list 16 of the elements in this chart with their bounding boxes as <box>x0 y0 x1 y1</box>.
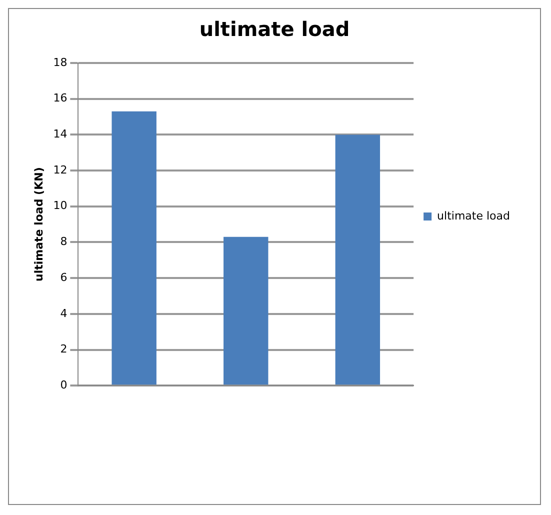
y-tick-label: 12 <box>53 163 68 176</box>
y-tick-label: 14 <box>53 128 68 141</box>
chart-title: ultimate load <box>199 17 350 42</box>
bar <box>224 236 268 385</box>
y-tick-label: 4 <box>60 306 68 320</box>
bar <box>335 134 380 385</box>
y-axis-title: ultimate load (KN) <box>32 167 46 282</box>
y-tick-label: 0 <box>60 378 68 392</box>
y-tick-label: 2 <box>60 342 68 356</box>
y-tick-label: 8 <box>60 235 68 248</box>
y-tick-label: 16 <box>53 92 68 105</box>
legend-label: ultimate load <box>437 209 510 222</box>
y-tick-label: 18 <box>53 56 68 69</box>
bar <box>112 111 156 385</box>
y-tick-label: 10 <box>53 199 68 212</box>
y-tick-label: 6 <box>60 270 68 284</box>
